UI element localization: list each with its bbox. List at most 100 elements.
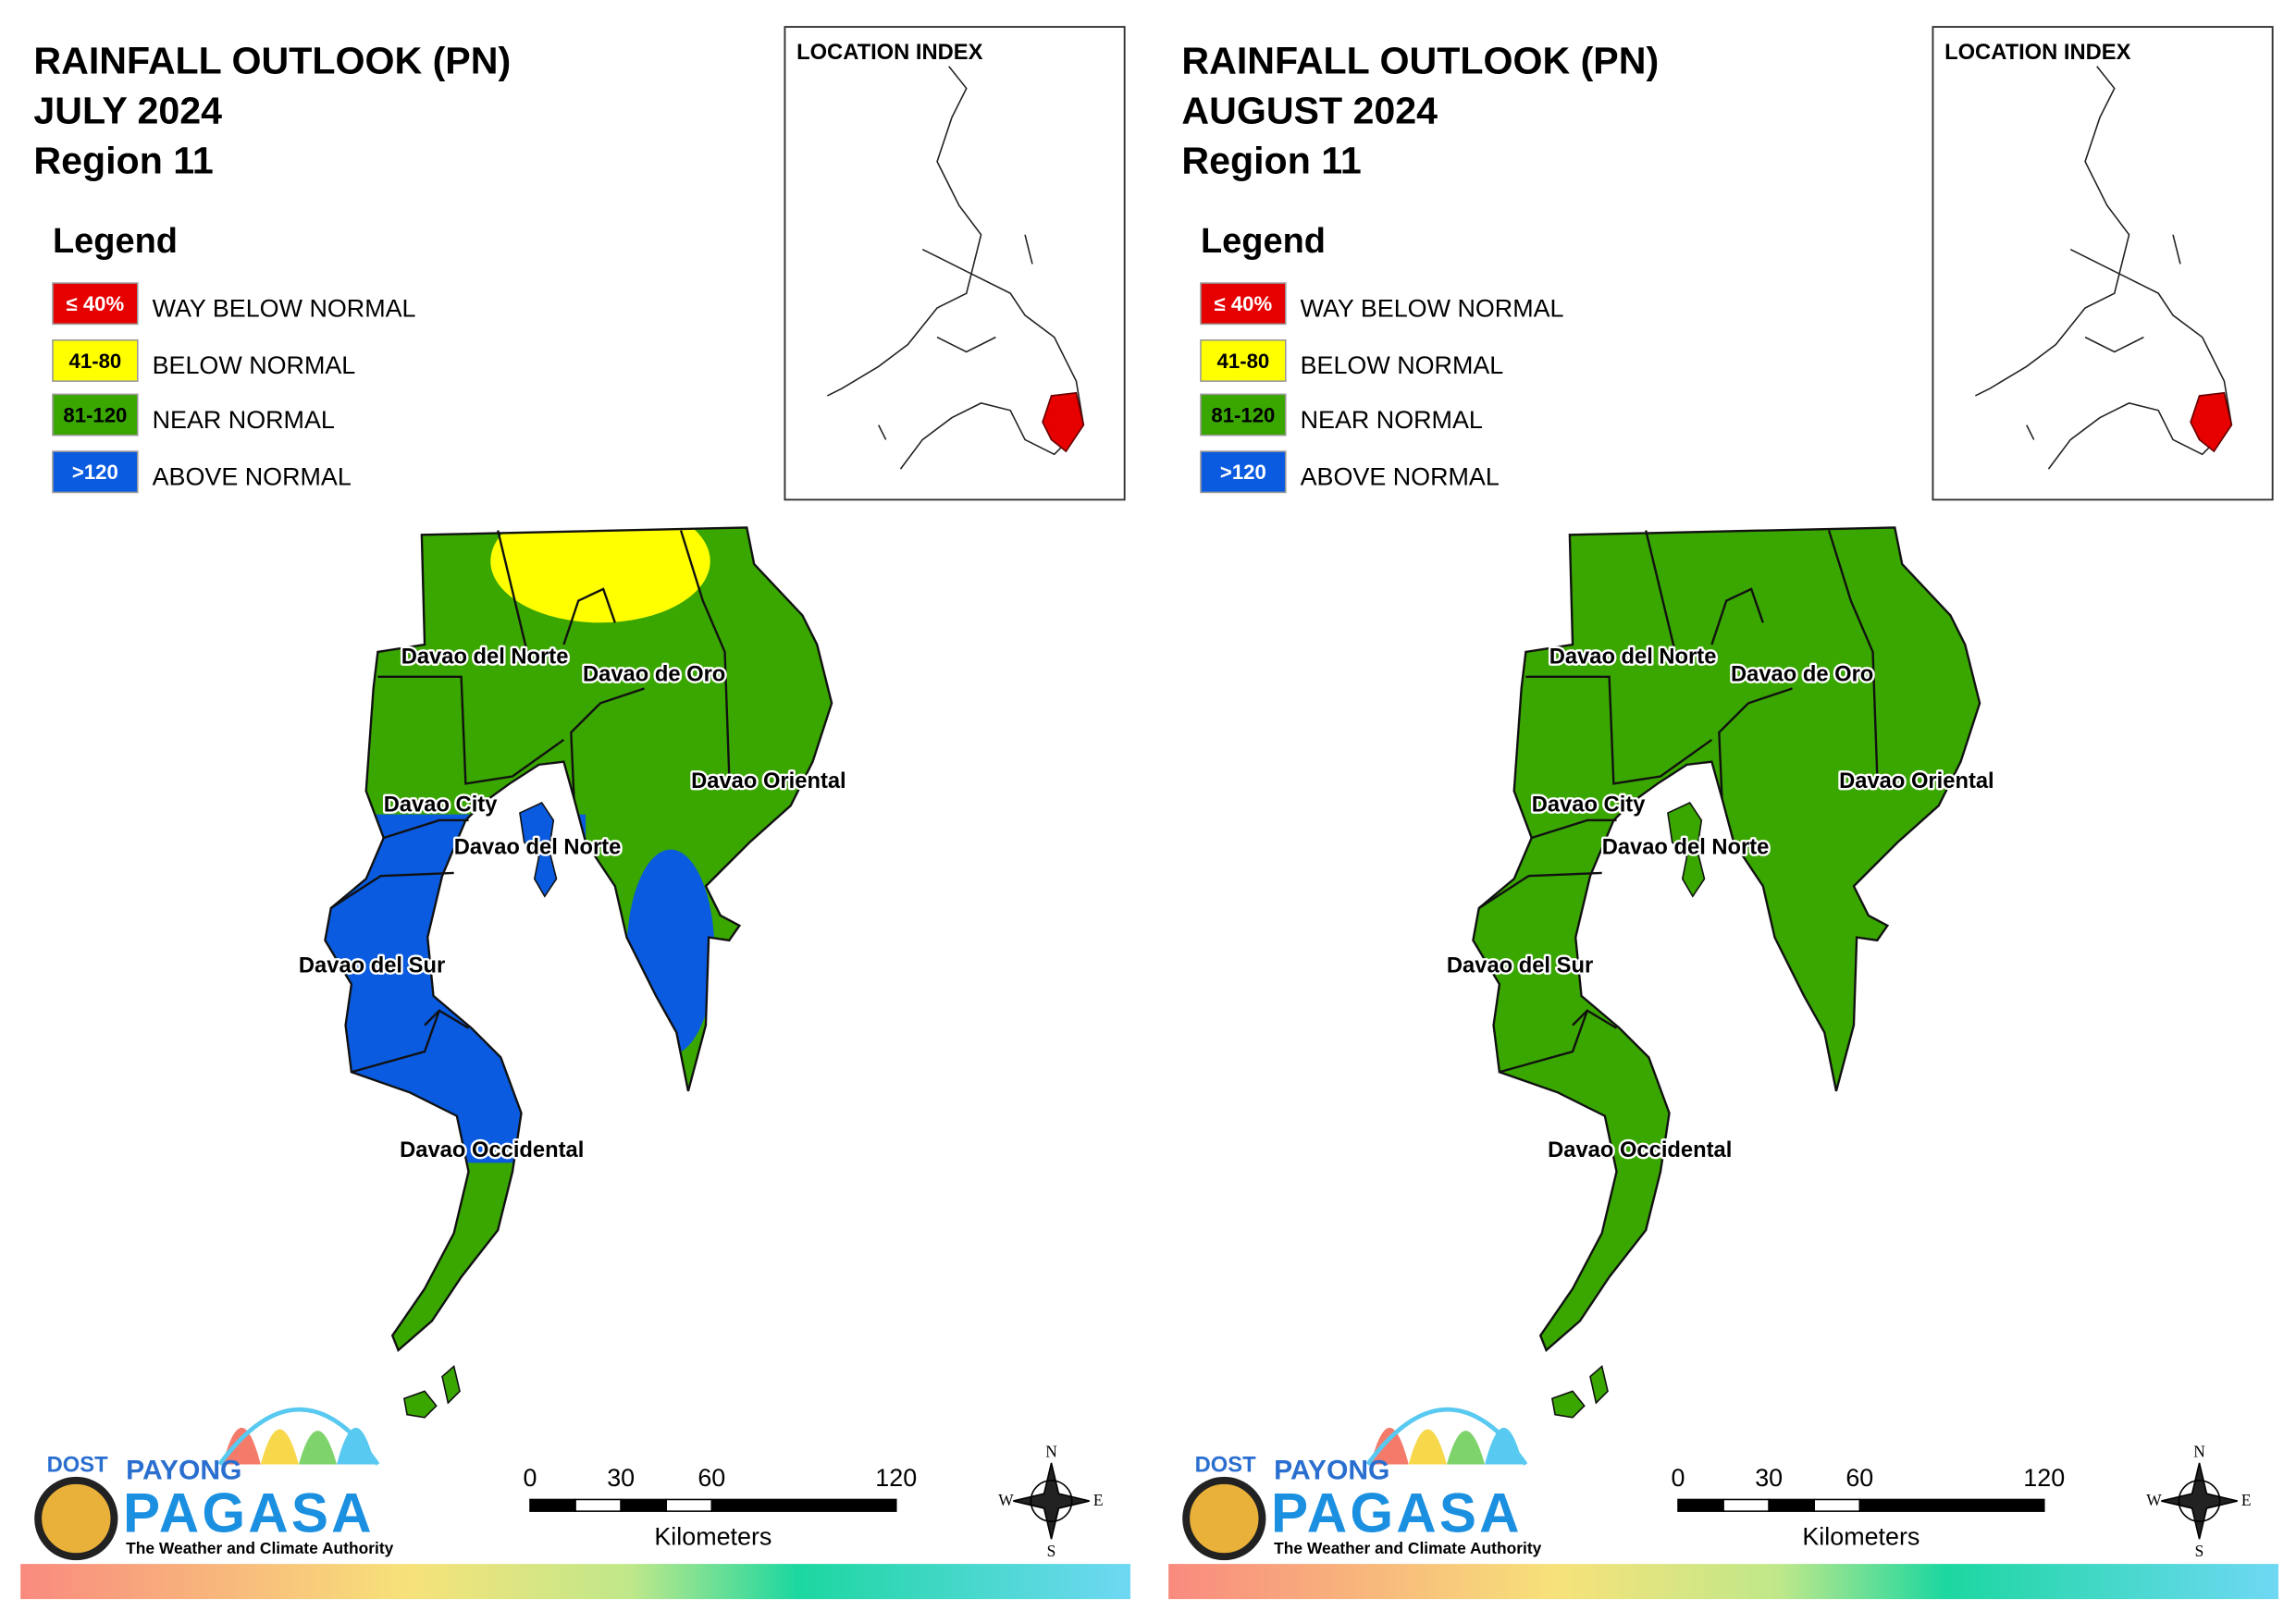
index-title: LOCATION INDEX <box>1944 41 2130 65</box>
island <box>441 1364 461 1405</box>
compass-letter: E <box>1093 1491 1104 1509</box>
legend-label: BELOW NORMAL <box>153 351 356 379</box>
place-label: Davao del Sur <box>1447 954 1593 978</box>
title-line: AUGUST 2024 <box>1181 90 1438 132</box>
compass-letter: S <box>2195 1542 2204 1560</box>
compass-letter: N <box>1045 1443 1057 1461</box>
color-bar <box>1168 1564 2279 1600</box>
index-region <box>1042 391 1085 453</box>
legend-swatch <box>52 339 139 382</box>
scale-segment <box>620 1498 668 1512</box>
legend-swatch <box>1200 282 1287 326</box>
title-line: RAINFALL OUTLOOK (PN) <box>33 40 511 82</box>
umbrella-panel <box>337 1427 376 1465</box>
umbrella-panel <box>1370 1427 1409 1465</box>
scale-segment <box>1768 1498 1816 1512</box>
color-bar <box>20 1564 1131 1600</box>
umbrella-panel <box>1408 1429 1447 1465</box>
compass-letter: S <box>1047 1542 1056 1560</box>
panel: RAINFALL OUTLOOK (PN) JULY 2024 Region 11 L… <box>20 26 1131 1600</box>
legend-swatch-text: 41-80 <box>1217 350 1270 373</box>
legend-swatch-text: >120 <box>72 461 118 484</box>
legend-swatch <box>1200 339 1287 382</box>
scale-tick: 30 <box>1755 1464 1783 1492</box>
umbrella-panel <box>298 1431 338 1465</box>
panel: RAINFALL OUTLOOK (PN) AUGUST 2024 Region 1… <box>1168 26 2279 1600</box>
legend-label: WAY BELOW NORMAL <box>1301 294 1564 322</box>
island <box>519 801 558 898</box>
title-line: RAINFALL OUTLOOK (PN) <box>1181 40 1659 82</box>
legend-swatch-text: ≤ 40% <box>1215 292 1273 315</box>
scale-unit: Kilometers <box>654 1523 772 1551</box>
boundaries <box>1478 530 1879 1074</box>
compass-ring <box>1030 1480 1073 1523</box>
legend-swatch <box>52 282 139 326</box>
boundaries <box>330 530 731 1074</box>
umbrella-panel <box>260 1429 299 1465</box>
place-label: Davao de Oro <box>1731 663 1873 687</box>
scale-segment <box>665 1498 713 1512</box>
compass-ring <box>2178 1480 2221 1523</box>
title-line: JULY 2024 <box>33 90 222 132</box>
logo-tagline: The Weather and Climate Authority <box>126 1539 393 1557</box>
scale-unit: Kilometers <box>1802 1523 1920 1551</box>
scale-segment <box>574 1498 622 1512</box>
place-label: Davao del Norte <box>1602 835 1770 859</box>
map <box>1472 526 1981 1419</box>
scale-tick: 0 <box>524 1464 537 1492</box>
place-label: Davao del Norte <box>1549 646 1717 670</box>
title-line: Region 11 <box>33 139 213 181</box>
umbrella-panel <box>1485 1427 1524 1465</box>
logo-payong: PAYONG <box>126 1455 241 1485</box>
island <box>1589 1364 1609 1405</box>
compass-star <box>1013 1462 1090 1540</box>
umbrella-top <box>1365 1407 1528 1466</box>
place-label: Davao de Oro <box>583 663 725 687</box>
landmass-outline <box>1472 526 1981 1353</box>
legend-label: ABOVE NORMAL <box>1301 463 1500 491</box>
umbrella-panel <box>222 1427 261 1465</box>
legend-title: Legend <box>53 222 178 261</box>
legend-swatch <box>52 450 139 494</box>
scale-segment <box>1858 1498 2045 1512</box>
logo-seal <box>1182 1476 1266 1561</box>
scale-segment <box>1813 1498 1861 1512</box>
index-region <box>2190 391 2233 453</box>
legend-swatch <box>1200 450 1287 494</box>
legend-swatch-text: 81-120 <box>1211 403 1275 426</box>
legend-swatch-text: 81-120 <box>63 403 127 426</box>
place-label: Davao Oriental <box>691 769 846 793</box>
place-label: Davao City <box>1532 793 1646 818</box>
landmass-outline <box>324 526 833 1353</box>
legend-swatch <box>52 393 139 436</box>
legend-label: BELOW NORMAL <box>1301 351 1504 379</box>
logo-pagasa: PAGASA <box>1271 1482 1523 1543</box>
umbrella-panel <box>1446 1431 1486 1465</box>
legend-label: NEAR NORMAL <box>1301 406 1483 434</box>
legend-swatch-text: >120 <box>1220 461 1266 484</box>
legend-label: NEAR NORMAL <box>153 406 335 434</box>
landmass <box>1473 527 1981 1351</box>
title-line: Region 11 <box>1181 139 1361 181</box>
place-label: Davao del Norte <box>401 646 569 670</box>
scale-tick: 0 <box>1672 1464 1685 1492</box>
compass-letter: E <box>2241 1491 2252 1509</box>
place-label: Davao del Norte <box>454 835 622 859</box>
legend-swatch-text: ≤ 40% <box>67 292 125 315</box>
scale-segment <box>710 1498 897 1512</box>
index-title: LOCATION INDEX <box>796 41 982 65</box>
scale-segment <box>1722 1498 1770 1512</box>
logo-dost: DOST <box>47 1453 108 1477</box>
scale-tick: 60 <box>697 1464 725 1492</box>
island <box>402 1390 438 1419</box>
logo-tagline: The Weather and Climate Authority <box>1274 1539 1541 1557</box>
place-label: Davao Occidental <box>400 1138 584 1162</box>
scale-segment <box>529 1498 576 1512</box>
island <box>1550 1390 1586 1419</box>
place-label: Davao Oriental <box>1839 769 1994 793</box>
legend-swatch <box>1200 393 1287 436</box>
